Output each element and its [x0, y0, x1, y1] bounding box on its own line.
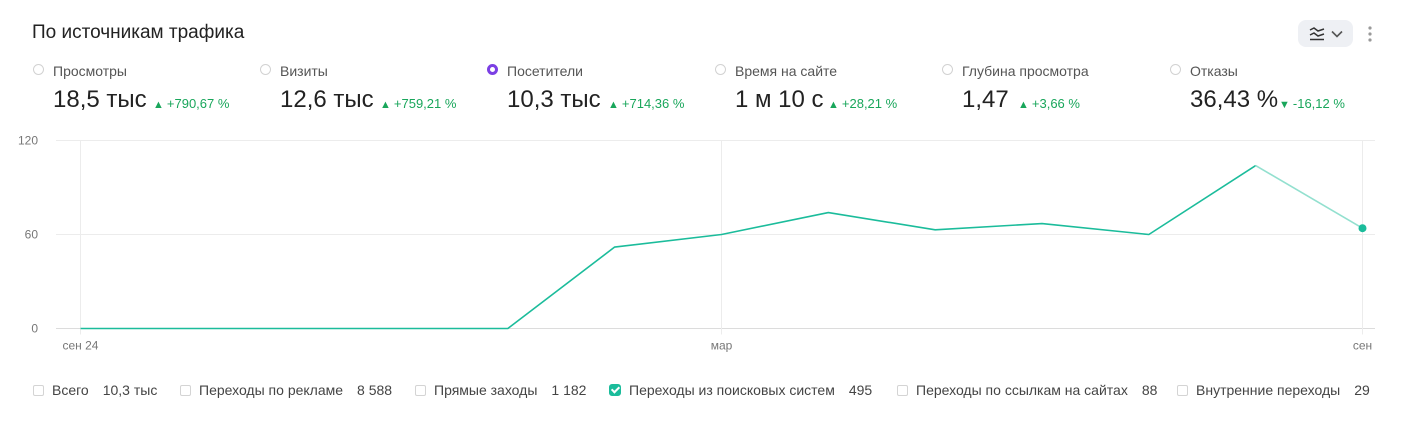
legend-item-direct[interactable]: Прямые заходы 1 182	[415, 382, 586, 398]
legend-item-links[interactable]: Переходы по ссылкам на сайтах 88	[897, 382, 1157, 398]
legend-value: 495	[848, 382, 873, 398]
more-options-button[interactable]	[1362, 22, 1378, 46]
metric-delta: ▲ +759,21 %	[380, 96, 457, 111]
metric-radio[interactable]	[260, 64, 271, 75]
legend-label: Всего	[52, 382, 89, 398]
legend-label: Переходы по ссылкам на сайтах	[916, 382, 1128, 398]
legend-checkbox[interactable]	[897, 385, 908, 396]
metric-label: Отказы	[1190, 63, 1238, 79]
legend-value: 29	[1354, 382, 1370, 398]
arrow-up-icon: ▲	[608, 99, 619, 111]
metric-radio[interactable]	[715, 64, 726, 75]
x-tick-label: сен	[1353, 339, 1372, 353]
legend-label: Переходы по рекламе	[199, 382, 344, 398]
metric-label: Глубина просмотра	[962, 63, 1089, 79]
arrow-down-icon: ▼	[1279, 99, 1290, 111]
metric-value: 1,47	[962, 86, 1009, 113]
metric-delta: ▲ +790,67 %	[153, 96, 230, 111]
legend-label: Переходы из поисковых систем	[629, 382, 835, 398]
arrow-up-icon: ▲	[1018, 99, 1029, 111]
metric-radio[interactable]	[942, 64, 953, 75]
metric-radio[interactable]	[487, 64, 498, 75]
chart-view-icon	[1309, 26, 1324, 40]
legend-item-internal[interactable]: Внутренние переходы 29	[1177, 382, 1370, 398]
series-line	[80, 164, 1257, 330]
legend-checkbox[interactable]	[33, 385, 44, 396]
legend-checkbox[interactable]	[180, 385, 191, 396]
widget-title: По источникам трафика	[32, 22, 245, 43]
y-tick-label: 0	[31, 322, 38, 336]
metric-label: Посетители	[507, 63, 583, 79]
legend-item-total[interactable]: Всего 10,3 тыс	[33, 382, 157, 398]
legend-value: 10,3 тыс	[102, 382, 158, 398]
legend-checkbox[interactable]	[609, 384, 621, 396]
legend-label: Внутренние переходы	[1196, 382, 1341, 398]
legend-checkbox[interactable]	[415, 385, 426, 396]
legend-item-ads[interactable]: Переходы по рекламе 8 588	[180, 382, 392, 398]
arrow-up-icon: ▲	[380, 99, 391, 111]
metric-radio[interactable]	[1170, 64, 1181, 75]
metric-label: Визиты	[280, 63, 328, 79]
series-legend: Всего 10,3 тыс Переходы по рекламе 8 588 П…	[0, 382, 1408, 404]
chart-view-button[interactable]	[1298, 20, 1353, 47]
metric-label: Просмотры	[53, 63, 127, 79]
legend-label: Прямые заходы	[434, 382, 538, 398]
x-tick-label: сен 24	[63, 339, 99, 353]
metric-value: 1 м 10 с	[735, 86, 824, 113]
metric-label: Время на сайте	[735, 63, 838, 79]
more-vertical-icon	[1368, 26, 1372, 42]
y-tick-label: 60	[25, 228, 39, 242]
metric-delta: ▼ -16,12 %	[1279, 96, 1345, 111]
metric-value: 12,6 тыс	[280, 86, 374, 113]
legend-value: 8 588	[357, 382, 393, 398]
metric-delta: ▲ +714,36 %	[608, 96, 685, 111]
metric-value: 10,3 тыс	[507, 86, 601, 113]
legend-checkbox[interactable]	[1177, 385, 1188, 396]
chevron-down-icon	[1330, 30, 1343, 38]
series-line-incomplete	[1255, 164, 1363, 229]
metric-radio[interactable]	[33, 64, 44, 75]
legend-value: 1 182	[551, 382, 587, 398]
legend-value: 88	[1141, 382, 1158, 398]
metric-value: 36,43 %	[1190, 86, 1279, 113]
metric-delta: ▲ +3,66 %	[1018, 96, 1080, 111]
data-point	[1358, 224, 1367, 233]
line-chart: 0 60 120 сен 24 мар сен	[18, 134, 1375, 353]
arrow-up-icon: ▲	[153, 99, 164, 111]
x-tick-label: мар	[711, 339, 733, 353]
legend-item-search[interactable]: Переходы из поисковых систем 495	[609, 382, 872, 398]
metric-value: 18,5 тыс	[53, 86, 147, 113]
arrow-up-icon: ▲	[828, 99, 839, 111]
metric-delta: ▲ +28,21 %	[828, 96, 898, 111]
y-tick-label: 120	[18, 134, 38, 148]
